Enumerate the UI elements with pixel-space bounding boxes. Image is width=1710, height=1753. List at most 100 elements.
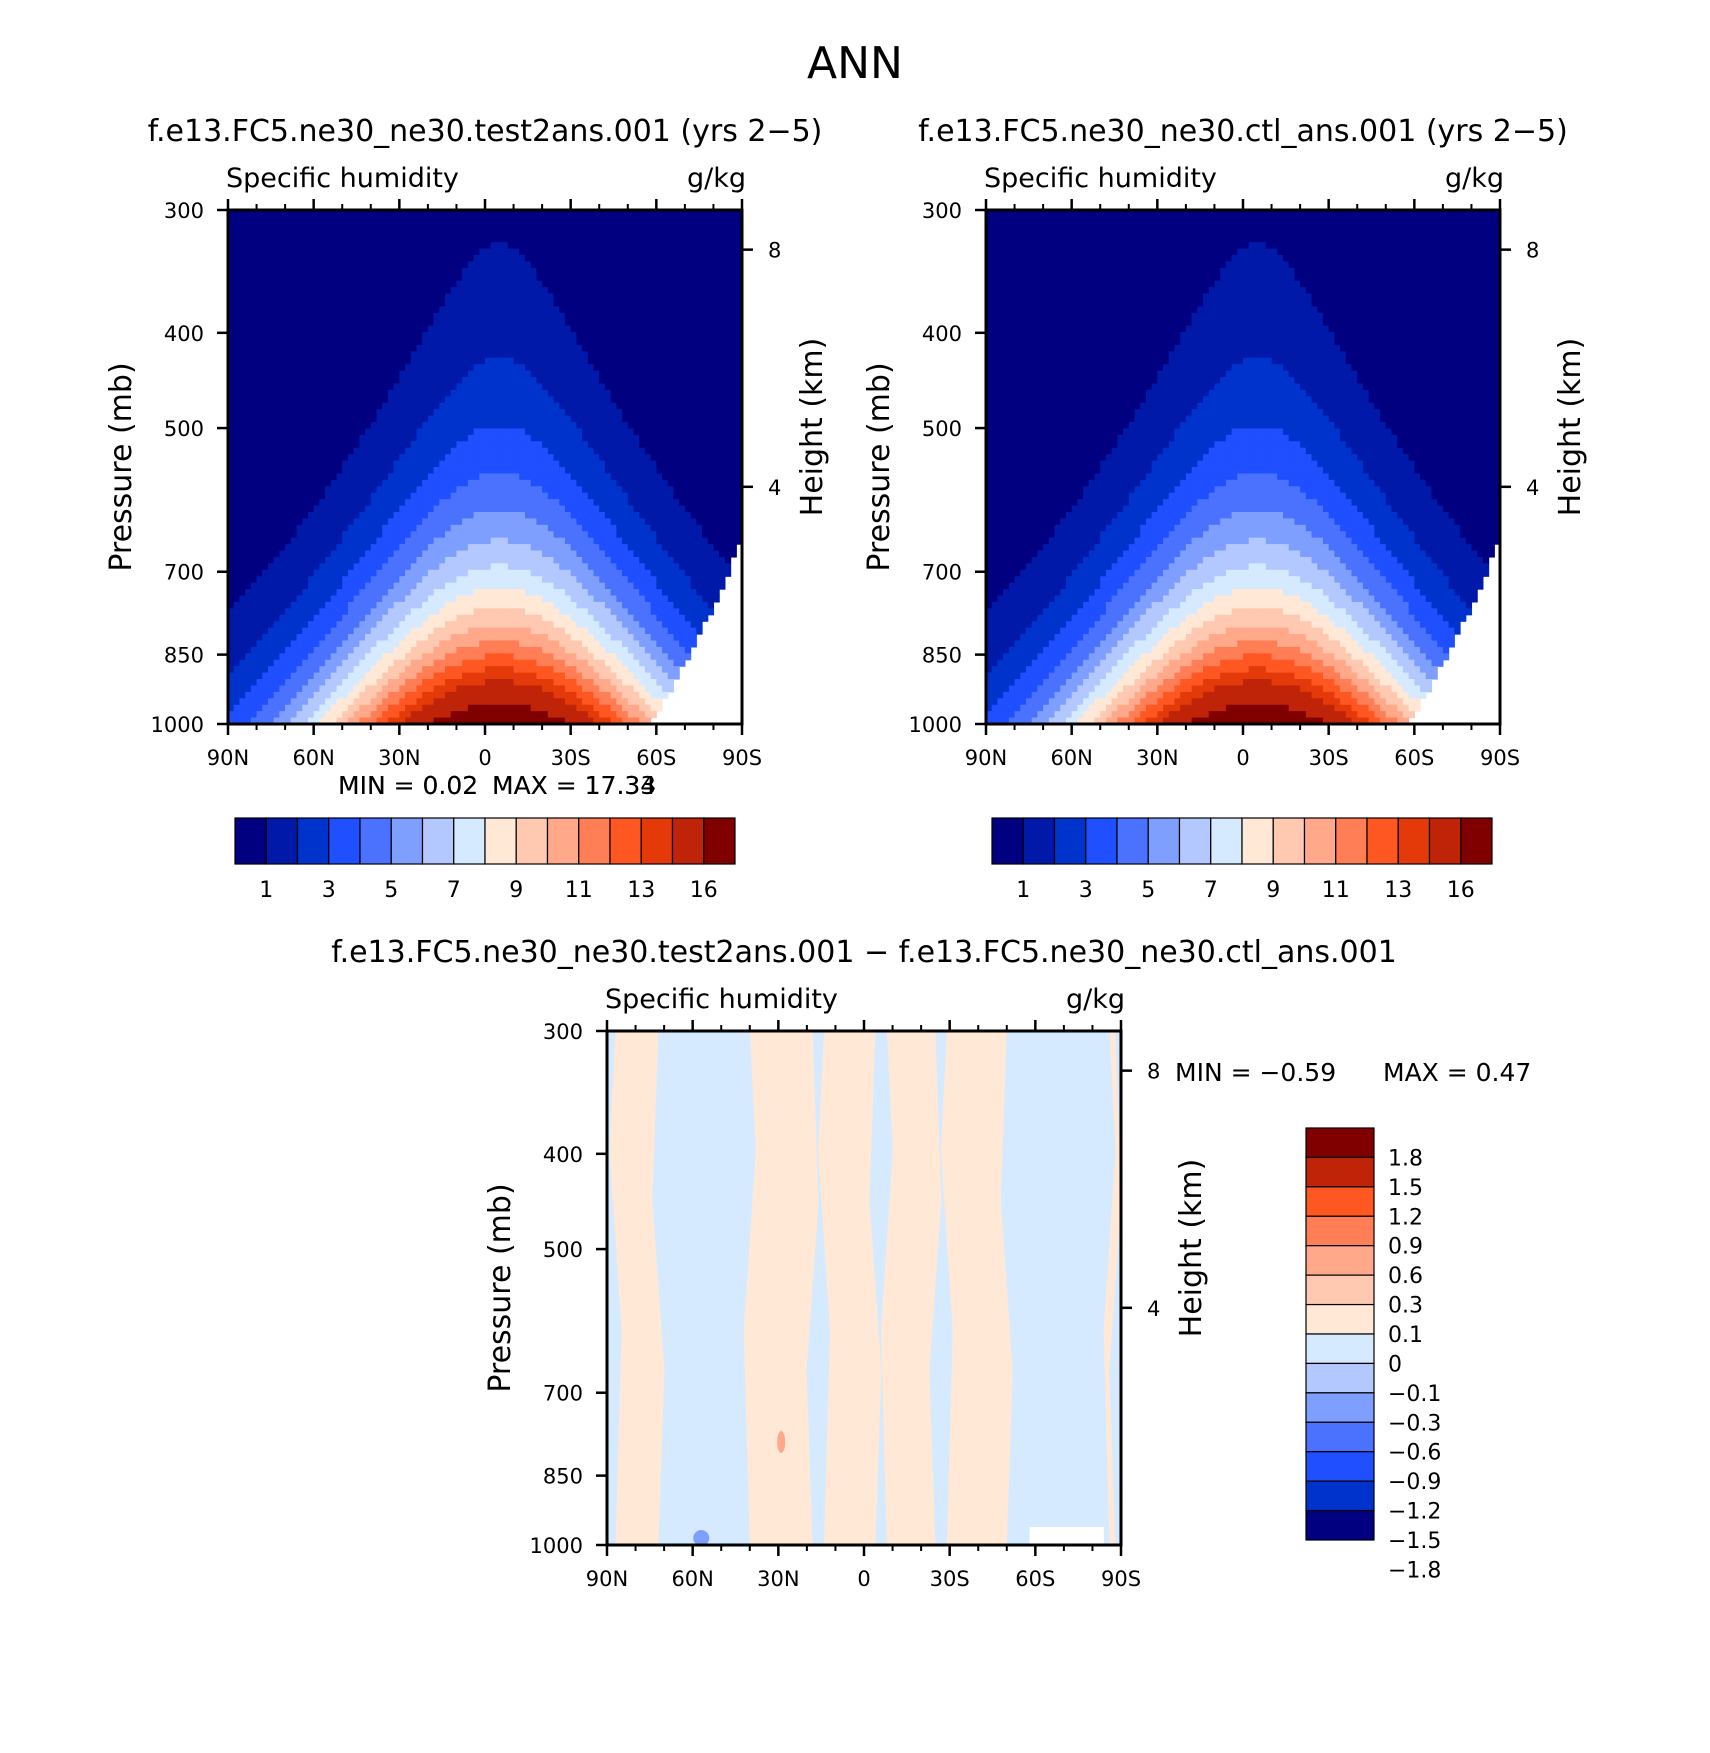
contour-cell [662,409,669,417]
contour-cell [479,454,486,462]
contour-cell [564,479,572,487]
contour-cell [245,319,252,327]
contour-cell [239,248,246,256]
contour-cell [370,499,378,507]
contour-cell [622,473,629,481]
contour-cell [239,486,246,494]
contour-cell [399,248,406,256]
contour-cell [416,312,423,320]
contour-cell [456,415,463,423]
contour-cell [536,222,543,230]
contour-cell [576,338,583,346]
contour-cell [319,434,326,442]
contour-cell [570,486,577,494]
contour-cell [445,531,452,539]
contour-cell [564,357,572,365]
contour-cell [228,511,235,519]
contour-cell [296,473,303,481]
contour-cell [542,537,549,545]
contour-cell [485,229,492,237]
contour-cell [342,210,349,218]
contour-cell [433,274,440,282]
contour-cell [422,344,429,352]
contour-cell [262,422,269,430]
contour-cell [382,325,389,333]
contour-cell [353,274,360,282]
contour-cell [644,550,652,558]
contour-cell [462,492,469,500]
contour-cell [690,248,697,256]
contour-cell [439,357,446,365]
contour-cell [684,319,692,327]
contour-cell [490,518,498,526]
contour-cell [370,383,378,391]
contour-cell [399,306,406,314]
contour-cell [570,332,577,340]
contour-cell [627,293,635,301]
contour-cell [650,267,657,275]
contour-cell [313,460,320,468]
contour-cell [439,524,446,532]
contour-cell [370,287,378,295]
contour-cell [667,235,675,243]
contour-cell [365,222,372,230]
contour-cell [325,550,332,558]
contour-cell [507,447,515,455]
contour-cell [256,299,263,307]
contour-cell [576,486,583,494]
contour-cell [479,222,486,230]
contour-cell [239,467,246,475]
contour-cell [250,280,258,288]
contour-cell [736,441,743,449]
contour-cell [387,299,395,307]
contour-cell [279,454,286,462]
contour-cell [684,235,692,243]
contour-cell [313,344,320,352]
contour-cell [250,511,258,519]
contour-cell [456,537,463,545]
contour-cell [719,544,726,552]
contour-cell [553,473,560,481]
contour-cell [593,524,600,532]
contour-cell [393,563,400,571]
contour-cell [684,377,692,385]
contour-cell [564,402,572,410]
contour-cell [656,402,663,410]
contour-cell [496,544,503,552]
contour-cell [262,274,269,282]
contour-cell [536,396,543,404]
contour-cell [564,415,572,423]
contour-cell [679,505,686,513]
contour-cell [313,293,320,301]
contour-cell [702,544,709,552]
contour-cell [319,222,326,230]
contour-cell [627,357,635,365]
contour-cell [296,467,303,475]
contour-cell [667,332,675,340]
contour-cell [524,319,532,327]
contour-cell [370,370,378,378]
contour-cell [319,261,326,269]
contour-cell [536,511,543,519]
contour-cell [719,524,726,532]
contour-cell [707,274,715,282]
contour-cell [239,409,246,417]
contour-cell [433,299,440,307]
contour-cell [547,550,555,558]
contour-cell [422,518,429,526]
contour-cell [713,351,720,359]
contour-cell [267,550,275,558]
contour-cell [296,511,303,519]
contour-cell [405,511,412,519]
contour-cell [707,293,715,301]
contour-cell [342,447,349,455]
contour-cell [736,531,743,539]
contour-cell [582,454,589,462]
contour-cell [679,447,686,455]
contour-cell [639,357,646,365]
contour-cell [519,402,526,410]
contour-cell [530,537,537,545]
contour-cell [347,422,355,430]
contour-cell [502,441,509,449]
contour-cell [587,222,595,230]
